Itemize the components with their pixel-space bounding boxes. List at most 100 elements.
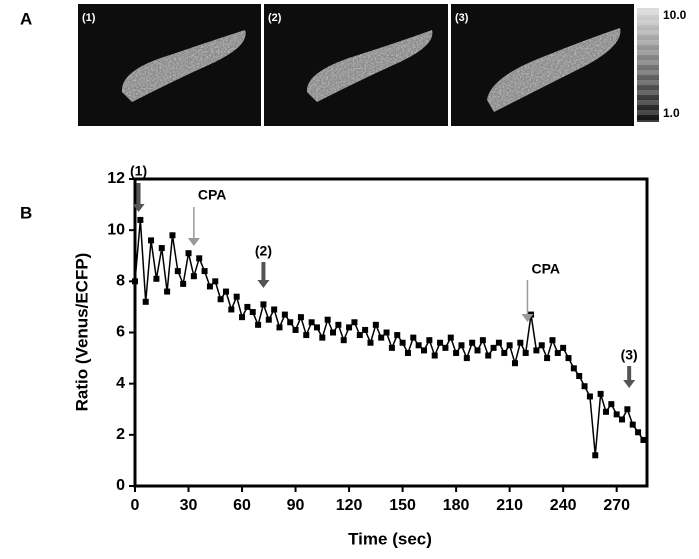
data-point: [394, 332, 401, 339]
data-point: [362, 326, 369, 333]
data-point: [415, 342, 422, 349]
data-point: [490, 344, 497, 351]
data-point: [404, 349, 411, 356]
data-point: [206, 283, 213, 290]
data-point: [447, 334, 454, 341]
frame-label: (3): [455, 12, 469, 24]
data-point: [635, 429, 642, 436]
arrow-head: [521, 314, 534, 322]
data-point: [522, 349, 529, 356]
arrow-head: [257, 280, 270, 288]
data-point: [164, 288, 171, 295]
arrow-head: [623, 380, 636, 388]
data-point: [410, 334, 417, 341]
data-point: [474, 347, 481, 354]
colorbar-bands: [637, 8, 659, 122]
data-point: [511, 360, 518, 367]
x-tick-label: 180: [443, 497, 470, 514]
panel-label: B: [20, 203, 32, 222]
data-point: [319, 334, 326, 341]
data-point: [549, 337, 556, 344]
y-tick-label: 10: [107, 221, 125, 238]
data-point: [421, 347, 428, 354]
data-point: [565, 355, 572, 362]
data-point: [292, 326, 299, 333]
data-point: [276, 324, 283, 331]
data-point: [249, 309, 256, 316]
y-tick-label: 8: [116, 273, 125, 290]
data-point: [619, 416, 626, 423]
data-point: [265, 316, 272, 323]
colorbar-tick-label: 10.0: [663, 8, 687, 22]
data-point: [324, 316, 331, 323]
data-point: [308, 319, 315, 326]
data-point: [153, 275, 160, 282]
data-point: [469, 339, 476, 346]
data-point: [431, 352, 438, 359]
data-point: [287, 319, 294, 326]
data-point: [613, 411, 620, 418]
data-point: [544, 355, 551, 362]
data-point: [629, 421, 636, 428]
plot-frame: [133, 177, 649, 488]
data-point: [185, 250, 192, 257]
data-point: [560, 344, 567, 351]
data-point: [281, 311, 288, 318]
x-tick-label: 30: [180, 497, 198, 514]
arrow-head: [132, 204, 145, 212]
frame-label: (1): [82, 12, 96, 24]
image-frames: [78, 4, 659, 126]
data-point: [255, 321, 262, 328]
x-tick-label: 150: [389, 497, 416, 514]
data-point: [533, 347, 540, 354]
cell-texture: [121, 30, 246, 102]
data-point: [313, 324, 320, 331]
data-point: [201, 268, 208, 275]
data-point: [212, 278, 219, 285]
data-point: [383, 329, 390, 336]
colorbar-tick-label: 1.0: [663, 106, 680, 120]
data-point: [169, 232, 176, 239]
data-point: [340, 337, 347, 344]
x-axis-label: Time (sec): [348, 529, 432, 548]
data-point: [453, 349, 460, 356]
data-point: [196, 255, 203, 262]
data-point: [458, 342, 465, 349]
data-point: [372, 321, 379, 328]
data-point: [174, 268, 181, 275]
data-point: [624, 406, 631, 413]
data-point: [592, 452, 599, 459]
data-point: [437, 339, 444, 346]
y-tick-label: 4: [116, 375, 125, 392]
x-tick-label: 270: [603, 497, 630, 514]
data-point: [222, 288, 229, 295]
x-tick-label: 90: [287, 497, 305, 514]
data-point: [330, 329, 337, 336]
x-tick-label: 240: [550, 497, 577, 514]
data-point: [346, 324, 353, 331]
y-axis-label: Ratio (Venus/ECFP): [72, 253, 91, 412]
data-point: [608, 401, 615, 408]
data-point: [602, 408, 609, 415]
data-point: [554, 349, 561, 356]
annotation: CPA: [531, 261, 560, 277]
data-point: [501, 349, 508, 356]
frame-label: (2): [268, 12, 282, 24]
cell-texture: [487, 28, 621, 112]
data-point: [538, 342, 545, 349]
annotation: CPA: [198, 187, 227, 203]
panel-label: A: [20, 9, 32, 28]
data-point: [239, 314, 246, 321]
data-point: [260, 301, 267, 308]
data-point: [576, 372, 583, 379]
annotation: (1): [130, 163, 147, 179]
data-point: [217, 296, 224, 303]
data-point: [517, 339, 524, 346]
data-point: [495, 339, 502, 346]
data-point: [570, 365, 577, 372]
data-point: [297, 314, 304, 321]
data-point: [479, 337, 486, 344]
data-point: [442, 344, 449, 351]
data-point: [426, 337, 433, 344]
